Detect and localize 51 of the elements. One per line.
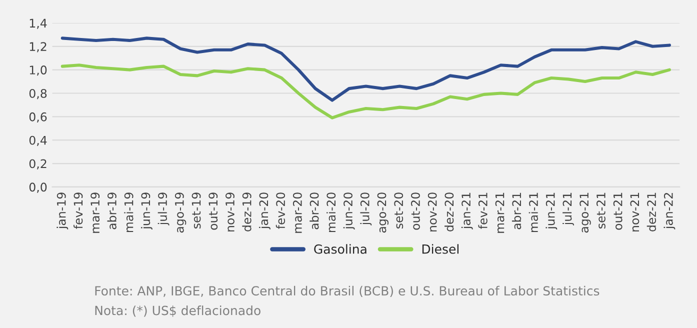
- x-tick-label: abr-19: [107, 192, 116, 230]
- x-tick-label: out-19: [208, 192, 218, 230]
- x-tick-label: ago-20: [377, 192, 388, 233]
- x-tick-label: jun-20: [343, 192, 355, 230]
- line-series: [60, 64, 671, 120]
- x-tick-label: dez-21: [646, 192, 656, 232]
- x-tick-label: jun-21: [546, 192, 558, 230]
- x-tick-label: jan-19: [56, 192, 68, 230]
- x-tick-label: fev-21: [478, 192, 488, 229]
- source-note: Fonte: ANP, IBGE, Banco Central do Brasil (BCB) e U.S. Bureau of Labor Statistics: [95, 286, 600, 298]
- y-tick-label: 0,4: [29, 136, 47, 146]
- x-tick-label: jul-21: [562, 192, 574, 226]
- x-tick-label: mai-21: [528, 192, 538, 232]
- x-tick-label: fev-20: [276, 192, 286, 229]
- x-tick-label: ago-19: [174, 192, 186, 233]
- y-tick-label: 1,2: [30, 42, 46, 52]
- x-tick-label: jan-21: [461, 192, 473, 230]
- x-tick-label: dez-19: [242, 192, 252, 232]
- legend-label: Gasolina: [314, 244, 366, 254]
- y-tick-label: 1,4: [30, 18, 47, 29]
- x-tick-label: out-20: [411, 192, 420, 230]
- x-tick-label: jun-19: [140, 192, 152, 230]
- line-series: [60, 36, 671, 102]
- x-tick-label: jan-22: [664, 193, 676, 230]
- legend-label: Diesel: [422, 244, 458, 254]
- y-tick-label: 1,0: [30, 66, 47, 76]
- x-tick-label: nov-21: [630, 192, 640, 232]
- x-tick-label: jan-20: [259, 192, 270, 230]
- y-tick-label: 0,2: [29, 159, 46, 170]
- x-tick-label: nov-20: [428, 192, 437, 232]
- text: Nota: (*) US$ deflacionado: [95, 306, 260, 317]
- x-tick-label: dez-20: [444, 192, 454, 232]
- x-tick-label: set-21: [596, 192, 606, 229]
- x-tick-label: mar-21: [495, 192, 504, 233]
- x-tick-label: ago-21: [580, 192, 591, 233]
- x-tick-label: abr-20: [310, 192, 319, 230]
- y-tick-label: 0,6: [29, 112, 47, 123]
- x-tick-label: nov-19: [226, 192, 234, 232]
- x-tick-label: mai-19: [124, 192, 134, 232]
- x-tick-label: mai-20: [326, 192, 336, 232]
- x-tick-label: fev-19: [74, 192, 83, 229]
- x-tick-label: jul-19: [158, 192, 170, 226]
- x-tick-label: mar-20: [292, 192, 302, 233]
- y-tick-label: 0,0: [29, 182, 47, 193]
- x-tick-label: jul-20: [360, 192, 372, 226]
- x-tick-label: mar-19: [90, 192, 100, 233]
- x-tick-label: set-20: [394, 192, 404, 229]
- y-tick-label: 0,8: [29, 88, 47, 100]
- x-tick-label: out-21: [613, 192, 622, 230]
- x-tick-label: abr-21: [512, 192, 522, 230]
- x-tick-label: set-19: [192, 192, 201, 229]
